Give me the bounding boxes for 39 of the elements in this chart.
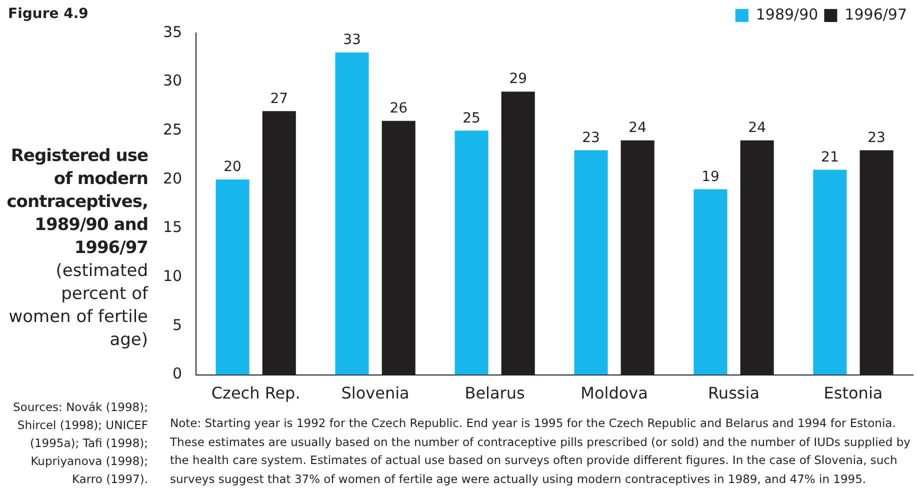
x-tick-label: Moldova [580,384,648,403]
bar [813,170,847,375]
legend-label: 1996/97 [844,5,908,24]
data-label: 25 [462,110,480,126]
data-label: 24 [628,120,647,136]
legend-label: 1989/90 [756,5,818,24]
data-label: 26 [390,100,408,117]
caption: Figure 4.9 [8,6,88,22]
x-tick-label: Estonia [824,384,883,403]
y-tick-label: 0 [172,364,182,383]
x-tick-label: Slovenia [341,384,410,403]
bar [454,130,488,375]
x-tick-label: Belarus [464,384,525,403]
y-tick-label: 5 [172,316,182,334]
data-label: 19 [702,168,720,185]
bar [574,150,608,375]
y-tick-label: 35 [162,22,182,41]
data-label: 21 [821,149,839,166]
x-tick-label: Czech Rep. [211,384,300,403]
data-label: 23 [868,130,886,146]
data-label: 33 [343,32,361,48]
y-tick-label: 30 [162,72,182,90]
data-label: 20 [224,159,242,176]
bar [335,52,369,375]
text: (estimated percent of women of fertile age) [8,260,148,352]
y-tick-label: 20 [162,169,182,188]
data-label: 24 [748,120,766,136]
bar [694,189,728,375]
data-label: 27 [270,90,288,107]
source-note: Sources: Novák (1998); Shircel (1998); UNICEF (1995a); Tafi (1998); Kupriyanova (1998); Karro (1997). [12,399,148,488]
y-tick-label: 25 [162,120,182,139]
y-tick-label: 15 [162,218,182,236]
data-label: 23 [582,130,600,146]
y-tick-label: 10 [162,267,182,286]
x-tick-label: Russia [708,384,760,403]
bar [216,179,250,375]
text: Registered use of modern contraceptives, 1989/90 and 1996/97 [6,145,148,260]
text: Note: Starting year is 1992 for the Czech Republic. End year is 1995 for the Czech Republic and Belarus and 1994 for Estonia. These estimates are usually based on the number of contraceptive pills prescribed (or sold) and the number of IUDs supplied by the health care system. Estimates of actual use based on surveys often provide different figures. In the case of Slovenia, such surveys suggest that 37% of women of fertile age were actually using modern contraceptives in 1989, and 47% in 1995. [170,415,912,488]
data-label: 29 [509,71,528,88]
